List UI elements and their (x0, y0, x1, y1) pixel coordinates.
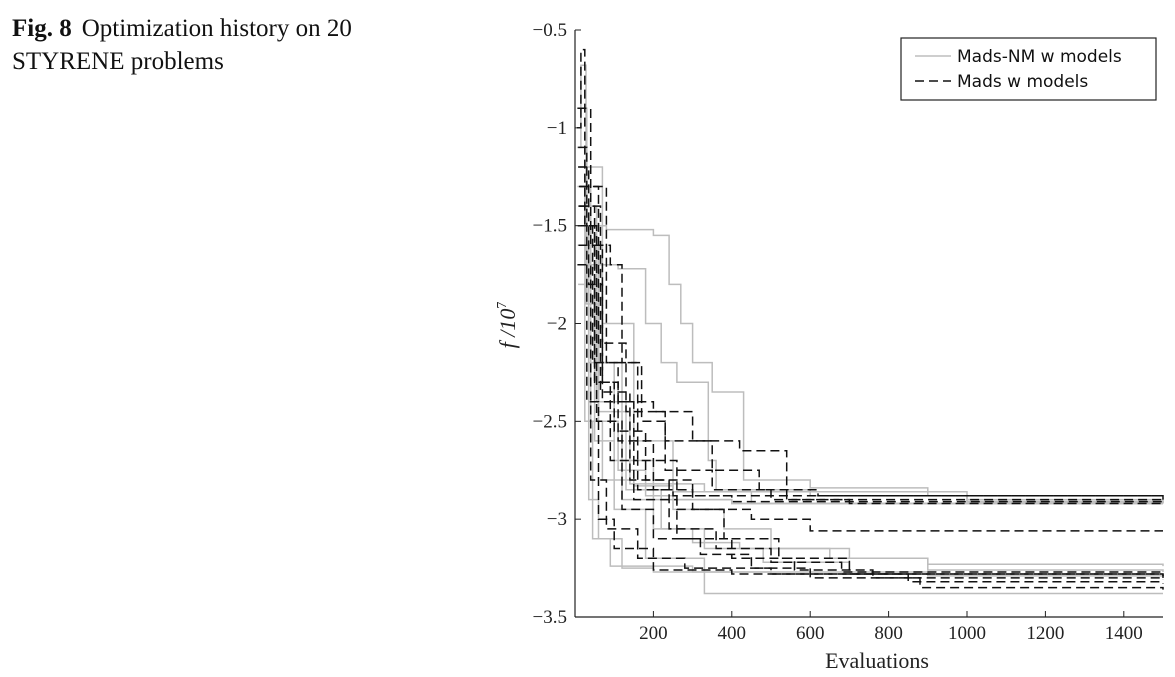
series-line-5 (577, 185, 1163, 577)
figure-number: Fig. 8 (12, 15, 72, 42)
axes-layer: −3.5 −3 −2.5 −2 −1.5 −1 −0.5 200 400 600 800 1000 12… (495, 20, 1163, 673)
series-line-3 (579, 166, 1164, 572)
figure-caption: Fig. 8 Optimization history on 20 STYRENE… (12, 12, 392, 78)
x-tick-label: 1000 (948, 623, 986, 644)
series-line-21 (577, 264, 1164, 578)
series-line-12 (577, 64, 1163, 505)
series-line-19 (578, 146, 1164, 576)
series-line-17 (578, 185, 1164, 500)
x-tick-label: 1400 (1105, 623, 1143, 644)
series-line-1 (578, 205, 1164, 578)
legend-box (900, 37, 1157, 101)
y-tick-label: −1 (547, 118, 567, 139)
y-axis-label: f /107 (495, 302, 520, 349)
x-tick-label: 1200 (1026, 623, 1064, 644)
series-line-11 (578, 166, 1164, 502)
y-tick-label: −3 (547, 509, 567, 530)
legend-label: Mads w models (957, 72, 1088, 92)
y-tick-label: −1.5 (533, 216, 567, 237)
y-tick-label: −2 (547, 314, 567, 335)
series-line-22 (579, 185, 1164, 584)
series-line-15 (577, 107, 1164, 502)
series-line-23 (578, 244, 1164, 590)
x-tick-label: 200 (639, 623, 668, 644)
series-line-18 (577, 224, 1163, 532)
series-line-14 (578, 166, 1163, 505)
series-line-16 (578, 205, 1164, 500)
y-tick-label: −2.5 (533, 411, 567, 432)
x-axis-label: Evaluations (825, 648, 929, 673)
series-line-20 (578, 224, 1164, 580)
series-layer (577, 48, 1164, 595)
y-axis-label-exponent: 7 (495, 302, 510, 309)
x-tick-label: 600 (796, 623, 825, 644)
figure-caption-text: Optimization history on 20 STYRENE probl… (12, 15, 352, 75)
series-line-24 (579, 205, 1164, 576)
series-line-7 (577, 244, 1163, 505)
y-tick-label: −3.5 (533, 607, 567, 628)
legend-label: Mads-NM w models (957, 47, 1122, 67)
y-tick-label: −0.5 (533, 20, 567, 41)
x-tick-label: 400 (718, 623, 747, 644)
y-axis-label-main: f /10 (495, 309, 520, 349)
series-line-4 (578, 244, 1164, 567)
legend: Mads-NM w models Mads w models (900, 37, 1157, 101)
series-line-6 (578, 224, 1163, 575)
x-tick-label: 800 (874, 623, 903, 644)
series-line-10 (578, 185, 1164, 504)
